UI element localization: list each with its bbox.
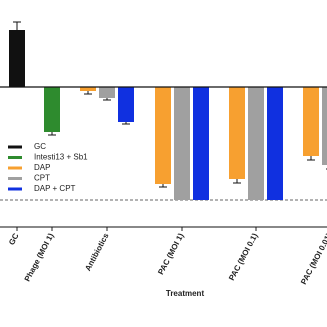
legend-label: Intesti13 + Sb1 bbox=[34, 153, 88, 162]
x-tick-label: PAC (MOI 0.01) bbox=[299, 231, 327, 286]
x-tick-label: PAC (MOI 1) bbox=[156, 231, 186, 276]
bar bbox=[80, 87, 96, 91]
x-tick-label: PAC (MOI 0.1) bbox=[227, 231, 260, 282]
bar bbox=[155, 87, 171, 184]
x-tick-label: Phage (MOI 1) bbox=[23, 231, 56, 283]
bar bbox=[193, 87, 209, 200]
bar bbox=[118, 87, 134, 122]
legend-label: DAP + CPT bbox=[34, 184, 76, 193]
bar bbox=[174, 87, 190, 200]
bar bbox=[99, 87, 115, 98]
x-tick-label: Antibiotics bbox=[83, 231, 111, 272]
x-axis-title: Treatment bbox=[166, 289, 205, 298]
bar bbox=[267, 87, 283, 200]
bar bbox=[229, 87, 245, 179]
x-tick-label: GC bbox=[7, 232, 21, 247]
legend-label: GC bbox=[34, 142, 46, 151]
bar bbox=[248, 87, 264, 200]
legend-label: DAP bbox=[34, 163, 50, 172]
legend-label: CPT bbox=[34, 174, 50, 183]
bar bbox=[303, 87, 319, 156]
bar bbox=[44, 87, 60, 132]
bar bbox=[322, 87, 327, 165]
bar bbox=[9, 30, 25, 87]
